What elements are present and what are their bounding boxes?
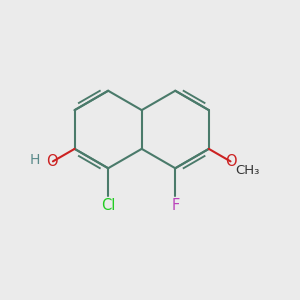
Text: Cl: Cl	[101, 198, 116, 213]
Text: F: F	[171, 198, 179, 213]
Text: O: O	[226, 154, 237, 169]
Text: H: H	[30, 153, 40, 166]
Text: CH₃: CH₃	[235, 164, 259, 178]
Text: O: O	[46, 154, 58, 169]
